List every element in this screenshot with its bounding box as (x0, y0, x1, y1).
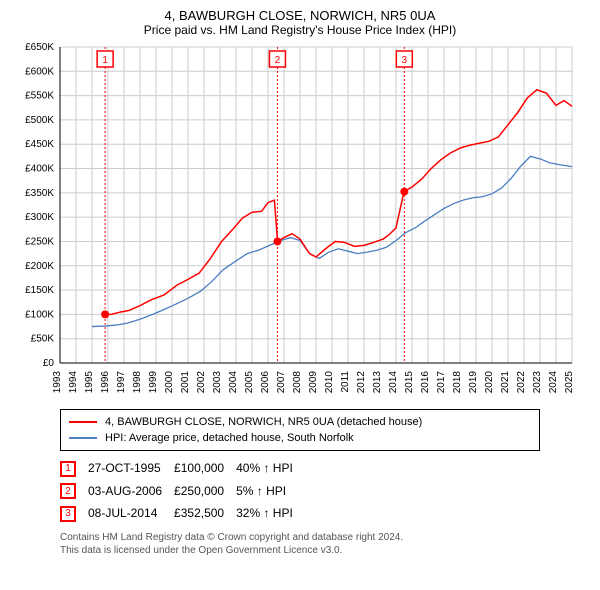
svg-text:2018: 2018 (452, 371, 463, 394)
svg-text:£50K: £50K (31, 334, 55, 345)
svg-text:1997: 1997 (116, 371, 127, 394)
svg-text:2015: 2015 (404, 371, 415, 394)
svg-text:1996: 1996 (100, 371, 111, 394)
legend: 4, BAWBURGH CLOSE, NORWICH, NR5 0UA (det… (60, 409, 540, 451)
svg-text:2004: 2004 (228, 371, 239, 394)
svg-text:2002: 2002 (196, 371, 207, 394)
svg-text:2003: 2003 (212, 371, 223, 394)
svg-text:1998: 1998 (132, 371, 143, 394)
svg-text:2019: 2019 (468, 371, 479, 394)
event-price: £100,000 (174, 457, 236, 480)
event-row: 1 27-OCT-1995 £100,000 40% ↑ HPI (60, 457, 305, 480)
svg-text:£200K: £200K (25, 261, 54, 272)
event-marker-icon: 1 (60, 461, 76, 477)
svg-text:2016: 2016 (420, 371, 431, 394)
chart-area: £0 £50K £100K £150K £200K £250K £300K £350K £400… (12, 43, 582, 403)
event-date: 27-OCT-1995 (88, 457, 174, 480)
svg-text:£500K: £500K (25, 115, 54, 126)
svg-text:2021: 2021 (500, 371, 511, 394)
event-row: 2 03-AUG-2006 £250,000 5% ↑ HPI (60, 480, 305, 503)
svg-text:1: 1 (102, 55, 108, 66)
legend-swatch (69, 437, 97, 439)
svg-text:£450K: £450K (25, 139, 54, 150)
svg-text:2010: 2010 (324, 371, 335, 394)
svg-text:2009: 2009 (308, 371, 319, 394)
event-date: 03-AUG-2006 (88, 480, 174, 503)
svg-text:2005: 2005 (244, 371, 255, 394)
svg-text:2013: 2013 (372, 371, 383, 394)
legend-label: 4, BAWBURGH CLOSE, NORWICH, NR5 0UA (det… (105, 416, 422, 428)
legend-swatch (69, 421, 97, 423)
event-diff: 40% ↑ HPI (236, 457, 305, 480)
svg-text:2001: 2001 (180, 371, 191, 394)
legend-item-price-paid: 4, BAWBURGH CLOSE, NORWICH, NR5 0UA (det… (69, 414, 531, 430)
event-date: 08-JUL-2014 (88, 502, 174, 525)
event-marker-icon: 3 (60, 506, 76, 522)
svg-text:1995: 1995 (84, 371, 95, 394)
svg-text:2024: 2024 (548, 371, 559, 394)
svg-text:£0: £0 (43, 358, 55, 369)
svg-text:2023: 2023 (532, 371, 543, 394)
svg-text:£350K: £350K (25, 188, 54, 199)
svg-text:2022: 2022 (516, 371, 527, 394)
svg-text:2017: 2017 (436, 371, 447, 394)
svg-text:£400K: £400K (25, 164, 54, 175)
events-table: 1 27-OCT-1995 £100,000 40% ↑ HPI 2 03-AU… (60, 457, 590, 525)
event-price: £250,000 (174, 480, 236, 503)
svg-text:2007: 2007 (276, 371, 287, 394)
chart-title: 4, BAWBURGH CLOSE, NORWICH, NR5 0UA (10, 8, 590, 23)
event-diff: 5% ↑ HPI (236, 480, 305, 503)
svg-text:2025: 2025 (564, 371, 575, 394)
event-row: 3 08-JUL-2014 £352,500 32% ↑ HPI (60, 502, 305, 525)
line-chart: £0 £50K £100K £150K £200K £250K £300K £350K £400… (12, 43, 582, 403)
footer-line: This data is licensed under the Open Gov… (60, 544, 590, 557)
svg-text:1994: 1994 (68, 371, 79, 394)
event-price: £352,500 (174, 502, 236, 525)
svg-text:1999: 1999 (148, 371, 159, 394)
svg-text:2011: 2011 (340, 371, 351, 393)
svg-text:£600K: £600K (25, 66, 54, 77)
event-diff: 32% ↑ HPI (236, 502, 305, 525)
svg-text:2012: 2012 (356, 371, 367, 394)
svg-text:£150K: £150K (25, 285, 54, 296)
svg-text:2014: 2014 (388, 371, 399, 394)
chart-container: 4, BAWBURGH CLOSE, NORWICH, NR5 0UA Pric… (0, 0, 600, 590)
svg-text:2: 2 (275, 55, 281, 66)
svg-text:£550K: £550K (25, 91, 54, 102)
legend-label: HPI: Average price, detached house, Sout… (105, 432, 354, 444)
svg-text:2008: 2008 (292, 371, 303, 394)
svg-text:£100K: £100K (25, 309, 54, 320)
svg-text:2006: 2006 (260, 371, 271, 394)
svg-text:£250K: £250K (25, 236, 54, 247)
svg-text:£650K: £650K (25, 43, 54, 53)
svg-text:2000: 2000 (164, 371, 175, 394)
chart-subtitle: Price paid vs. HM Land Registry's House … (10, 23, 590, 37)
legend-item-hpi: HPI: Average price, detached house, Sout… (69, 430, 531, 446)
svg-text:1993: 1993 (52, 371, 63, 394)
footer-line: Contains HM Land Registry data © Crown c… (60, 531, 590, 544)
event-marker-icon: 2 (60, 483, 76, 499)
svg-text:2020: 2020 (484, 371, 495, 394)
footer-attribution: Contains HM Land Registry data © Crown c… (60, 531, 590, 557)
svg-text:3: 3 (402, 55, 408, 66)
svg-text:£300K: £300K (25, 212, 54, 223)
